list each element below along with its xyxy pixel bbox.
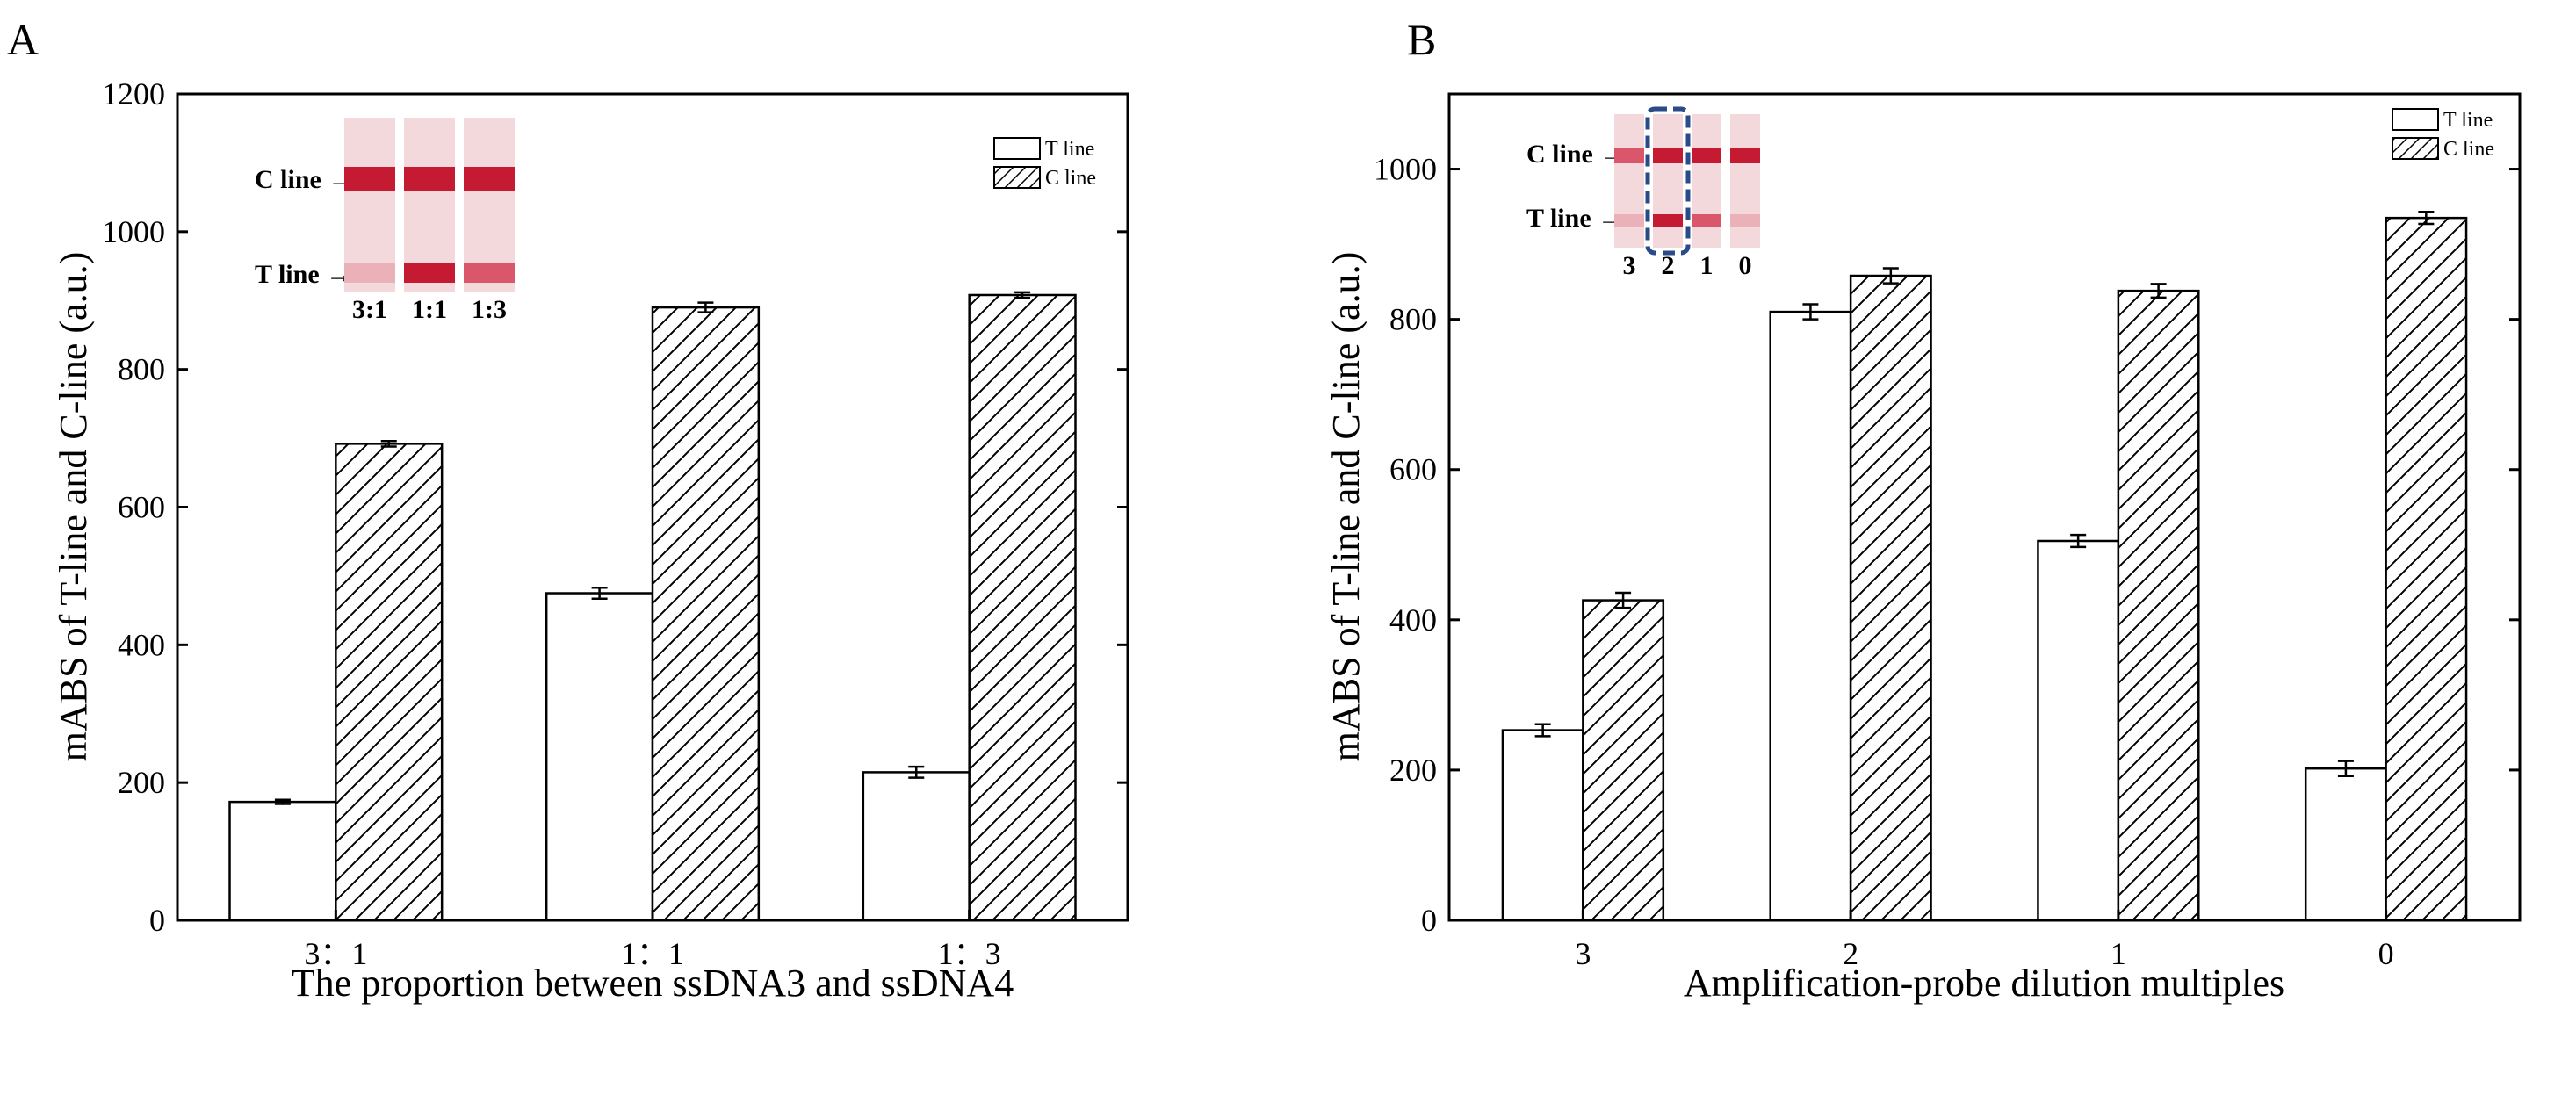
strip-c-band (344, 167, 395, 191)
y-tick-label: 800 (1389, 302, 1437, 337)
strip-c-band (464, 167, 515, 191)
y-tick-label: 400 (118, 627, 165, 662)
x-axis-a: 3：1 1：1 1：3 (304, 910, 1001, 971)
bars-b (1501, 211, 2468, 922)
bar-t-line (2037, 539, 2120, 922)
bar-c-line (1582, 599, 1665, 922)
strip-c-band (1653, 148, 1683, 163)
y-tick-label: 1000 (1374, 152, 1437, 187)
inset-c-line-label: C line → (255, 165, 354, 194)
lane-label: 2 (1662, 251, 1675, 280)
bar-t-line (1501, 729, 1584, 922)
x-tick-label: 0 (2378, 936, 2394, 971)
strip-c-band (1692, 148, 1721, 163)
test-strip (344, 118, 395, 292)
lane-label: 1:3 (472, 295, 507, 324)
lane-labels-a: 3:1 1:1 1:3 (352, 295, 507, 324)
y-tick-label: 800 (118, 352, 165, 387)
strip-lanes-a (344, 118, 515, 292)
inset-t-line-label: T line → (1526, 204, 1624, 233)
y-tick-label: 1000 (102, 214, 165, 249)
lane-label: 1:1 (412, 295, 447, 324)
plot-frame-b (1447, 92, 2522, 922)
legend-label-t-line: T line (2443, 109, 2493, 132)
y-axis-a: 0 200 400 600 800 1000 1200 (102, 76, 1128, 938)
y-tick-label: 1200 (102, 76, 165, 112)
legend-label-c-line: C line (1045, 167, 1096, 190)
legend-a: T line C line (993, 137, 1096, 190)
x-axis-b: 3 2 1 0 (1575, 910, 2394, 971)
y-tick-label: 600 (1389, 452, 1437, 487)
test-strip (404, 118, 455, 292)
y-tick-label: 400 (1389, 602, 1437, 638)
bar-c-line (968, 293, 1077, 922)
y-tick-label: 200 (1389, 753, 1437, 788)
bar-c-line (1849, 274, 1932, 922)
strip-lanes-b (1614, 106, 1760, 256)
legend-swatch-c-line (2392, 137, 2439, 160)
lane-label: 3 (1623, 251, 1636, 280)
strip-t-band (1692, 214, 1721, 227)
strip-c-band (1614, 148, 1644, 163)
x-tick-label: 1 (2111, 936, 2126, 971)
legend-b: T line C line (2392, 108, 2494, 161)
x-axis-title-b: Amplification-probe dilution multiples (1684, 962, 2284, 1005)
strip-t-band (344, 263, 395, 283)
bar-t-line (1769, 310, 1852, 922)
y-tick-label: 600 (118, 490, 165, 525)
x-tick-label: 3：1 (304, 936, 367, 971)
legend-swatch-t-line (993, 137, 1041, 160)
bars-a (228, 291, 1077, 922)
legend-swatch-c-line (993, 166, 1041, 189)
lane-label: 3:1 (352, 295, 387, 324)
legend-label-t-line: T line (1045, 138, 1094, 161)
x-tick-label: 1：3 (938, 936, 1001, 971)
x-axis-title-a: The proportion between ssDNA3 and ssDNA4 (292, 962, 1014, 1005)
panel-letter-b: B (1407, 15, 1436, 64)
strip-t-band (1653, 214, 1683, 227)
x-tick-label: 1：1 (621, 936, 684, 971)
legend-label-c-line: C line (2443, 138, 2494, 161)
bar-c-line (2117, 289, 2200, 922)
legend-swatch-t-line (2392, 108, 2439, 131)
panel-letter-a: A (7, 15, 39, 64)
y-tick-label: 0 (149, 903, 165, 938)
strip-photo-inset-a: C line → T line → 3:1 1:1 1:3 (255, 118, 515, 324)
test-strip (1692, 114, 1721, 248)
y-axis-title-b: mABS of T-line and C-line (a.u.) (1324, 252, 1367, 762)
strip-c-band (404, 167, 455, 191)
chart-panel-a: A 0 200 400 600 800 1000 1200 3：1 1：1 1：3 mABS o… (7, 15, 1129, 1005)
bar-t-line (545, 592, 654, 922)
y-axis-title-a: mABS of T-line and C-line (a.u.) (52, 252, 95, 762)
test-strip (1730, 114, 1760, 248)
y-tick-label: 0 (1421, 903, 1437, 938)
strip-c-band (1730, 148, 1760, 163)
x-tick-label: 3 (1575, 936, 1591, 971)
strip-t-band (464, 263, 515, 283)
strip-t-band (1614, 214, 1644, 227)
bar-t-line (228, 800, 337, 922)
inset-c-line-label: C line → (1526, 140, 1626, 169)
bar-t-line (2304, 767, 2387, 922)
strip-t-band (1730, 214, 1760, 227)
y-axis-b: 0 200 400 600 800 1000 (1374, 152, 2520, 938)
strip-t-band (404, 263, 455, 283)
bar-t-line (862, 771, 971, 922)
y-tick-label: 200 (118, 765, 165, 800)
highlight-box (1645, 106, 1691, 256)
lane-label: 0 (1739, 251, 1752, 280)
inset-t-line-label: T line → (255, 260, 352, 289)
lane-label: 1 (1700, 251, 1714, 280)
bar-c-line (335, 443, 444, 922)
test-strip (464, 118, 515, 292)
test-strip (1614, 114, 1644, 248)
bar-c-line (651, 306, 761, 922)
test-strip (1653, 114, 1683, 248)
bar-c-line (2385, 216, 2468, 922)
x-tick-label: 2 (1843, 936, 1858, 971)
